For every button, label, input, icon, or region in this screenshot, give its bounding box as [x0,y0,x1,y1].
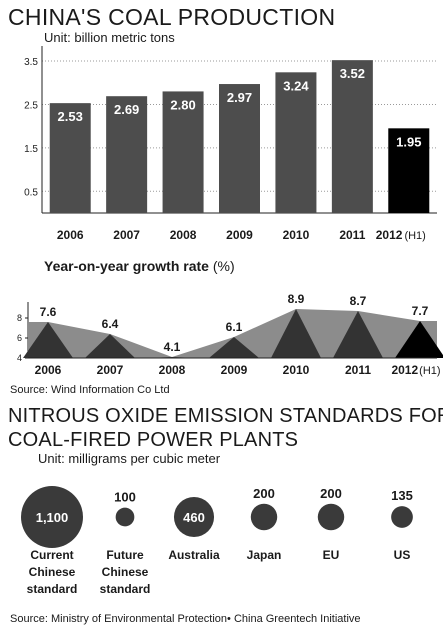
coal-chart-unit: Unit: billion metric tons [44,30,175,45]
growth-ytick-label: 6 [17,333,22,343]
emission-category-label: Japan [246,548,282,562]
emission-category-label: Future Chinese standard [99,548,151,596]
growth-point-marker [85,334,135,358]
coal-bar-value-label: 2.97 [227,90,252,105]
emission-value-label: 100 [114,490,136,505]
growth-category-label: 2010 [283,363,310,377]
coal-bar-value-label: 2.53 [58,109,83,124]
coal-bar-value-label: 3.24 [283,78,309,93]
coal-bar [162,91,204,213]
growth-chart-unit: (%) [212,258,235,274]
emission-value-label: 135 [391,488,413,503]
emission-title-line-1: NITROUS OXIDE EMISSION STANDARDS FOR [8,405,443,427]
coal-bar-category-label: 2006 [57,228,84,242]
source-note-2: Source: Ministry of Environmental Protec… [10,613,361,625]
coal-bar [388,128,430,213]
coal-bar-value-label: 2.80 [170,97,195,112]
growth-category-label: 2011 [345,363,371,377]
coal-production-bar-chart: 0.5 1.5 2.5 3.5 2.53 2006 2.69 2007 2.80 2008 2.97… [24,46,437,242]
growth-point-marker [271,309,321,358]
emission-bubble [391,506,413,528]
emission-value-label: 1,100 [36,510,69,525]
coal-bar-category-label: 2007 [113,228,140,242]
emission-bubble [21,486,83,548]
coal-bar-value-label: 3.52 [340,66,365,81]
growth-rate-area-chart: 4 6 8 7.6 2006 6.4 2007 4.1 2008 6.1 2009 8.9 2010 8.… [17,292,443,377]
emission-chart-title: NITROUS OXIDE EMISSION STANDARDS FOR COA… [8,404,443,452]
bar-ytick-label: 1.5 [24,144,38,155]
bar-ytick-label: 2.5 [24,100,38,111]
growth-value-label: 8.9 [288,292,305,306]
bar-ytick-label: 0.5 [24,187,38,198]
emission-value-label: 200 [253,486,275,501]
growth-point-marker [23,322,73,358]
source-note-1: Source: Wind Information Co Ltd [10,384,170,396]
coal-bar [275,72,317,213]
coal-bar-category-label: 2009 [226,228,253,242]
emission-bubble [317,503,345,531]
growth-point-marker [209,337,259,358]
emission-title-line-2: COAL-FIRED POWER PLANTS [8,429,299,451]
coal-bar-category-label: 2012 (H1) [376,228,426,242]
growth-ytick-label: 4 [17,353,22,363]
emission-value-label: 460 [183,510,205,525]
coal-bar [49,103,91,213]
growth-category-label: 2007 [97,363,124,377]
emission-bubble-chart: 1,100 100 460 200 200 135 [21,486,413,548]
emission-chart-unit: Unit: milligrams per cubic meter [38,451,221,466]
coal-bar-category-label: 2008 [170,228,197,242]
coal-bar [106,96,148,213]
emission-value-label: 200 [320,486,342,501]
coal-bar-category-label: 2010 [283,228,310,242]
growth-category-label: 2008 [159,363,186,377]
emission-category-label: Australia [168,548,220,562]
coal-bar-value-label: 2.69 [114,102,139,117]
growth-category-label: 2006 [35,363,62,377]
emission-bubble [115,507,135,527]
growth-ytick-label: 8 [17,313,22,323]
emission-category-label: EU [322,548,340,562]
growth-chart-title: Year-on-year growth rate (%) [44,258,235,274]
emission-category-label: Current Chinese standard [26,548,78,596]
growth-value-label: 6.4 [102,317,119,331]
growth-area [28,309,437,358]
coal-chart-title: CHINA'S COAL PRODUCTION [8,4,336,30]
coal-bar [331,60,373,213]
growth-value-label: 7.6 [40,305,57,319]
emission-bubble [250,503,278,531]
coal-bar [219,84,260,213]
coal-bar-value-label: 1.95 [396,134,421,149]
growth-value-label: 4.1 [164,340,181,354]
growth-category-label: 2009 [221,363,248,377]
growth-category-label: 2012(H1) [391,363,440,377]
coal-bar-category-label: 2011 [339,228,365,242]
growth-value-label: 7.7 [412,304,429,318]
emission-category-label: US [393,548,411,562]
growth-value-label: 6.1 [226,320,243,334]
growth-point-marker [333,311,383,358]
bar-ytick-label: 3.5 [24,57,38,68]
growth-value-label: 8.7 [350,294,367,308]
growth-point-marker [395,321,443,358]
emission-bubble [173,496,215,538]
